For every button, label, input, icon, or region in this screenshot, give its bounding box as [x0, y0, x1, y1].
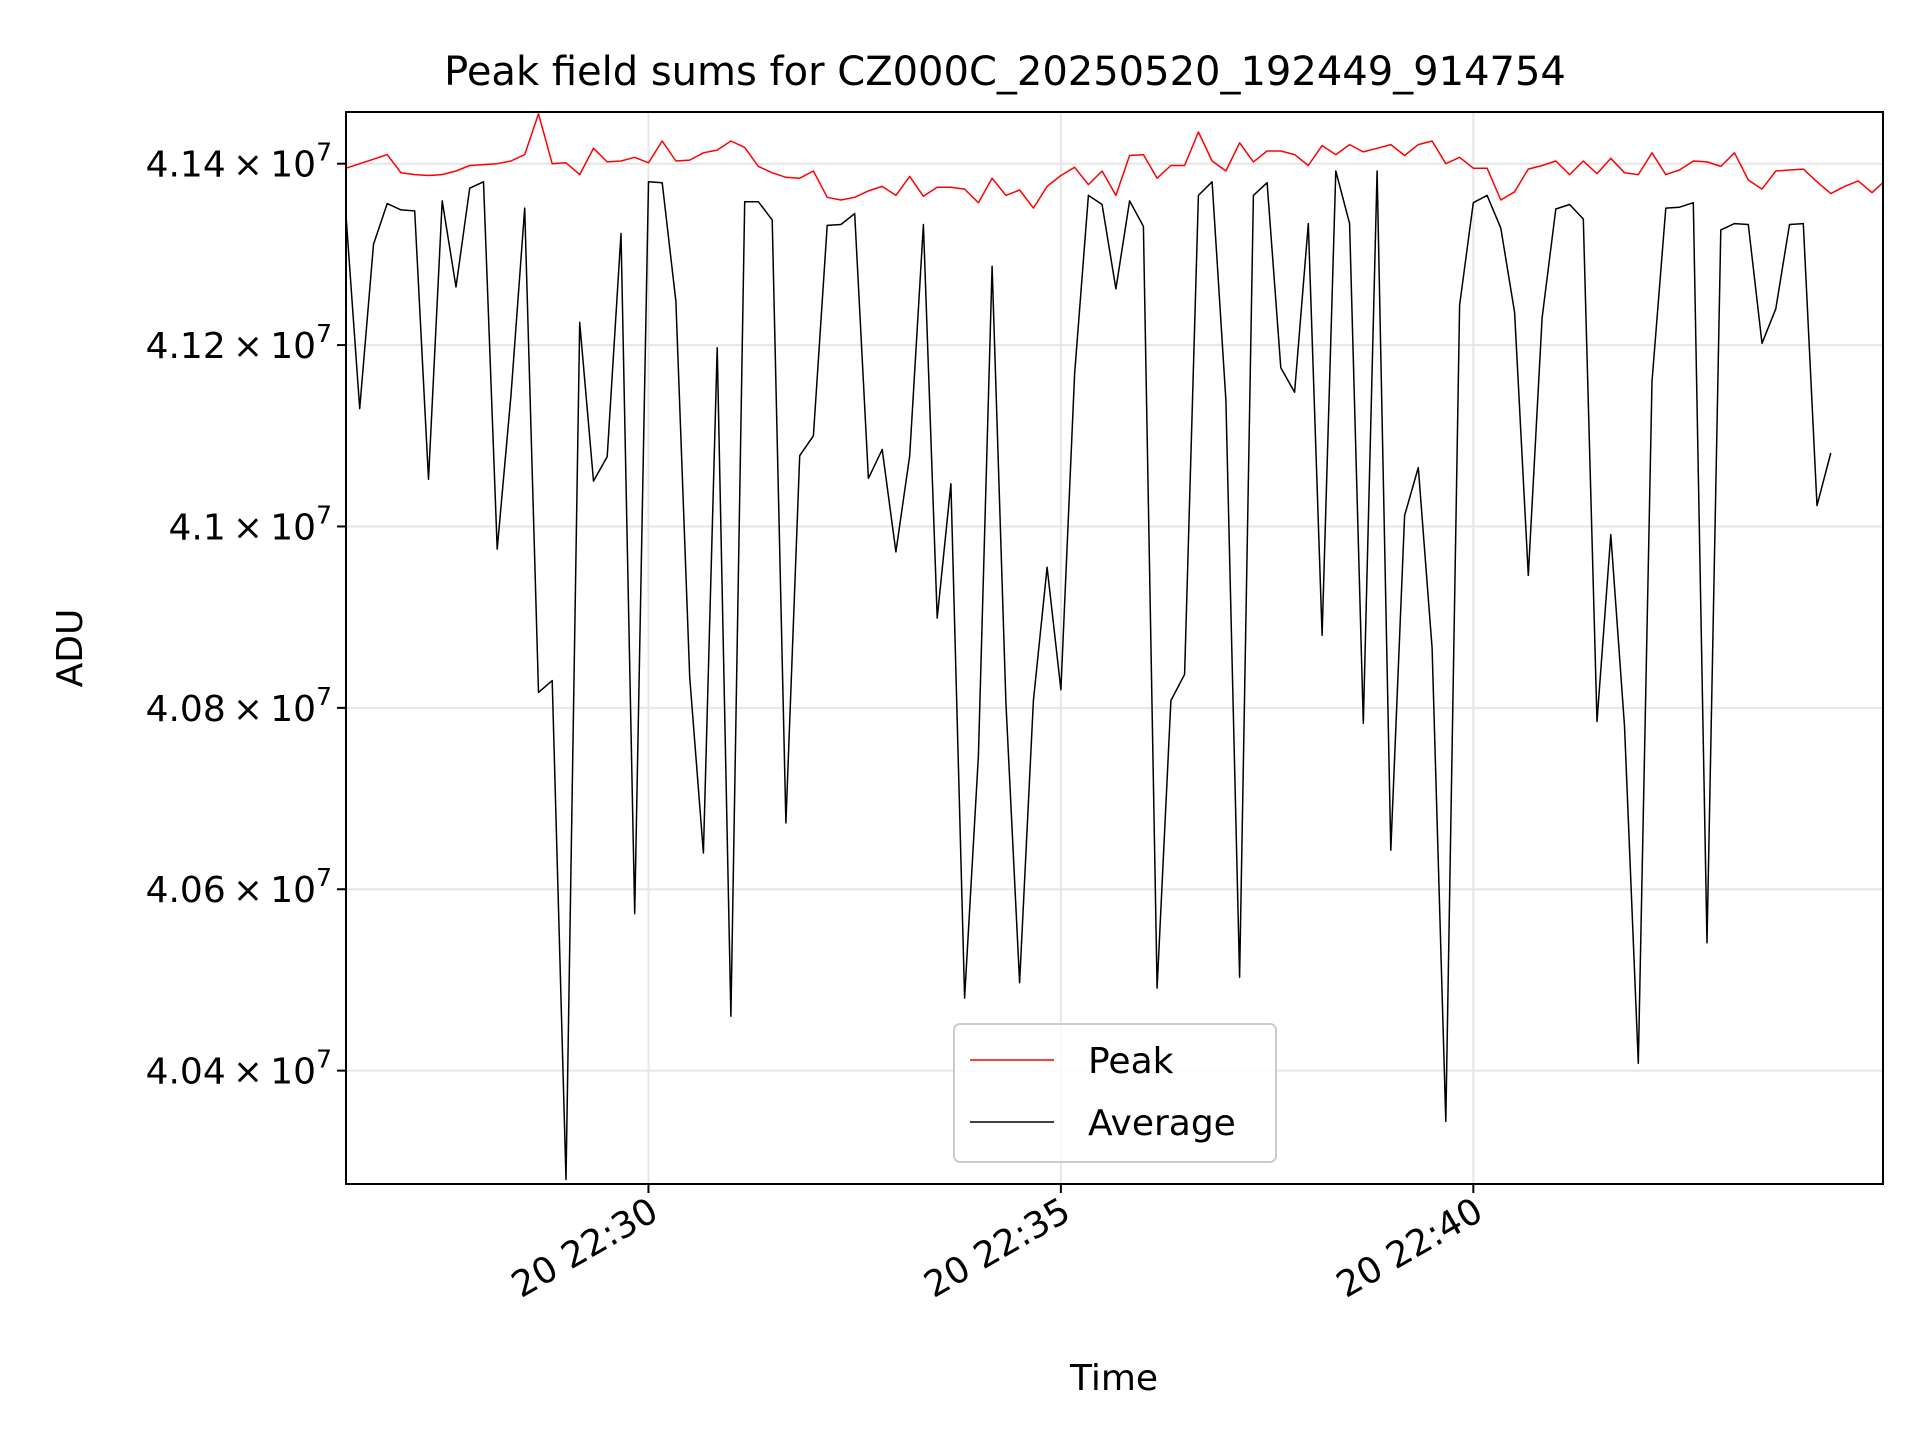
legend-average-label: Average — [1088, 1103, 1236, 1144]
y-tick-label: 4.1 × 107 — [168, 500, 332, 548]
legend-peak-label: Peak — [1088, 1041, 1174, 1082]
plot-area — [346, 113, 1883, 1181]
series-line-peak — [346, 113, 1883, 209]
y-tick-label: 4.06 × 107 — [146, 863, 332, 911]
series-line-average — [346, 170, 1832, 1181]
legend: Peak Average — [953, 1023, 1277, 1163]
y-tick-label: 4.14 × 107 — [146, 138, 332, 186]
x-axis-label: Time — [1069, 1358, 1158, 1399]
y-tick-label: 4.04 × 107 — [146, 1045, 332, 1093]
chart-title: Peak field sums for CZ000C_20250520_1924… — [444, 49, 1566, 95]
y-tick-label: 4.08 × 107 — [146, 682, 332, 730]
grid-lines — [346, 112, 1883, 1184]
y-tick-label: 4.12 × 107 — [146, 319, 332, 367]
plot-frame — [345, 111, 1884, 1185]
y-axis-label: ADU — [50, 609, 91, 688]
legend-box — [953, 1023, 1277, 1163]
y-axis: 4.04 × 107 4.06 × 107 4.08 × 107 4.1 × 107 4… — [146, 138, 346, 1093]
